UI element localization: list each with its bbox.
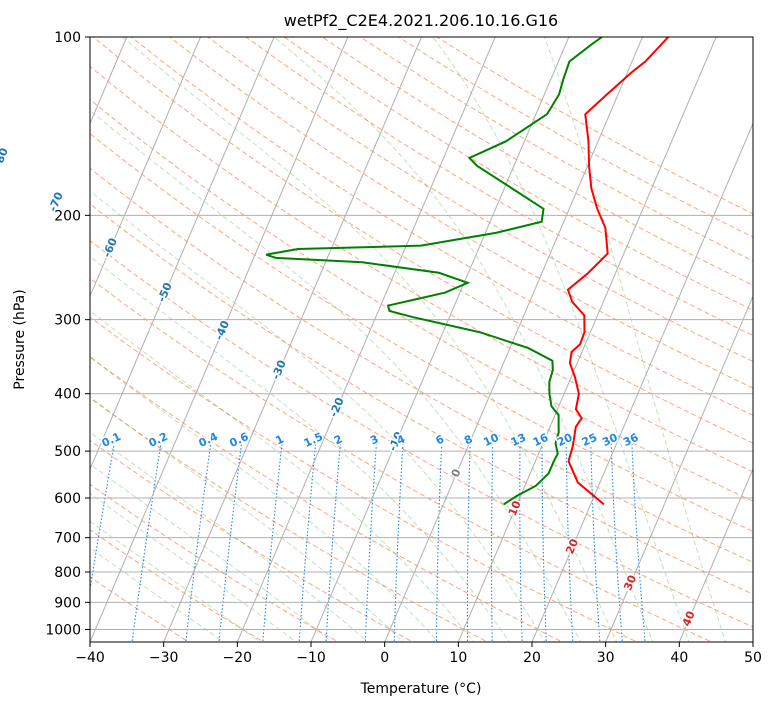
dry-adiabat: [131, 37, 753, 416]
isotherm: [90, 37, 349, 642]
y-tick-label: 900: [54, 595, 81, 611]
dry-adiabat: [90, 98, 753, 502]
isotherm: [384, 37, 644, 642]
isotherm: [163, 37, 423, 642]
isotherm: [678, 467, 753, 642]
moist-adiabat: [90, 396, 404, 642]
isotherm: [236, 37, 496, 642]
y-tick-label: 700: [54, 531, 81, 547]
moist-adiabat: [121, 37, 618, 642]
mixing-ratio-line: [325, 440, 342, 642]
isotherm: [457, 37, 717, 642]
x-axis-label: Temperature (°C): [360, 681, 482, 697]
dry-adiabat: [90, 167, 753, 563]
dry-adiabat: [90, 203, 753, 595]
y-axis-label: Pressure (hPa): [12, 289, 28, 389]
mixing-ratio-line: [631, 440, 646, 642]
mixing-ratio-line: [262, 440, 283, 642]
x-tick-label: 10: [449, 650, 467, 666]
dry-adiabat: [322, 37, 753, 286]
temperature-profile-line: [566, 37, 670, 506]
y-tick-label: 500: [54, 444, 81, 460]
dry-adiabat: [90, 65, 753, 473]
y-tick-label: 300: [54, 313, 81, 329]
x-tick-label: −10: [296, 650, 326, 666]
mixing-ratio-line: [610, 440, 623, 642]
x-tick-label: 0: [380, 650, 389, 666]
dry-adiabat: [90, 439, 414, 642]
mixing-ratio-label: 36: [621, 431, 641, 449]
y-tick-label: 400: [54, 387, 81, 403]
mixing-ratio-line: [541, 440, 547, 642]
mixing-ratio-line: [590, 440, 601, 642]
x-tick-label: −40: [75, 650, 105, 666]
mixing-ratio-line: [90, 440, 116, 594]
mixing-ratio-line: [393, 440, 404, 642]
chart-title: wetPf2_C2E4.2021.206.10.16.G16: [284, 11, 558, 31]
y-tick-label: 600: [54, 491, 81, 507]
dry-adiabat: [92, 37, 753, 444]
isotherm: [90, 37, 275, 471]
mixing-ratio-line: [491, 440, 494, 642]
mixing-ratio-line: [218, 440, 243, 642]
dry-adiabat: [90, 316, 639, 642]
mixing-ratio-line: [435, 440, 443, 642]
y-tick-label: 800: [54, 565, 81, 581]
mixing-ratio-line: [185, 440, 212, 642]
y-tick-label: 100: [54, 30, 81, 46]
isotherm: [605, 295, 753, 642]
mixing-ratio-line: [131, 440, 162, 642]
x-tick-label: 50: [744, 650, 762, 666]
x-tick-label: 20: [523, 650, 541, 666]
dry-adiabat: [90, 132, 753, 532]
moist-adiabat: [90, 109, 582, 642]
isotherm: [90, 37, 202, 298]
moist-adiabat: [273, 37, 654, 642]
mixing-ratio-line: [298, 440, 317, 642]
plot-area: [90, 37, 753, 642]
x-tick-label: −30: [149, 650, 179, 666]
dewpoint-profile-line: [265, 37, 603, 506]
moist-adiabat: [90, 310, 475, 642]
mixing-ratio-line: [565, 440, 574, 642]
x-tick-label: 40: [670, 650, 688, 666]
y-tick-label: 200: [54, 208, 81, 224]
axes: −40 −30 −20 −10 0 10 20 30 40 50 100 200 300 400 500 60…: [45, 30, 762, 666]
dry-adiabat: [283, 37, 753, 311]
isotherm: [310, 37, 570, 642]
mixing-ratio-line: [364, 440, 378, 642]
isotherm: [531, 122, 753, 642]
x-tick-label: −20: [223, 650, 253, 666]
dry-adiabat: [90, 239, 753, 628]
y-tick-label: 1000: [45, 622, 81, 638]
x-tick-label: 30: [597, 650, 615, 666]
mixing-ratio-line: [519, 440, 523, 642]
plot-frame: [89, 36, 754, 643]
dry-adiabat: [245, 37, 753, 337]
